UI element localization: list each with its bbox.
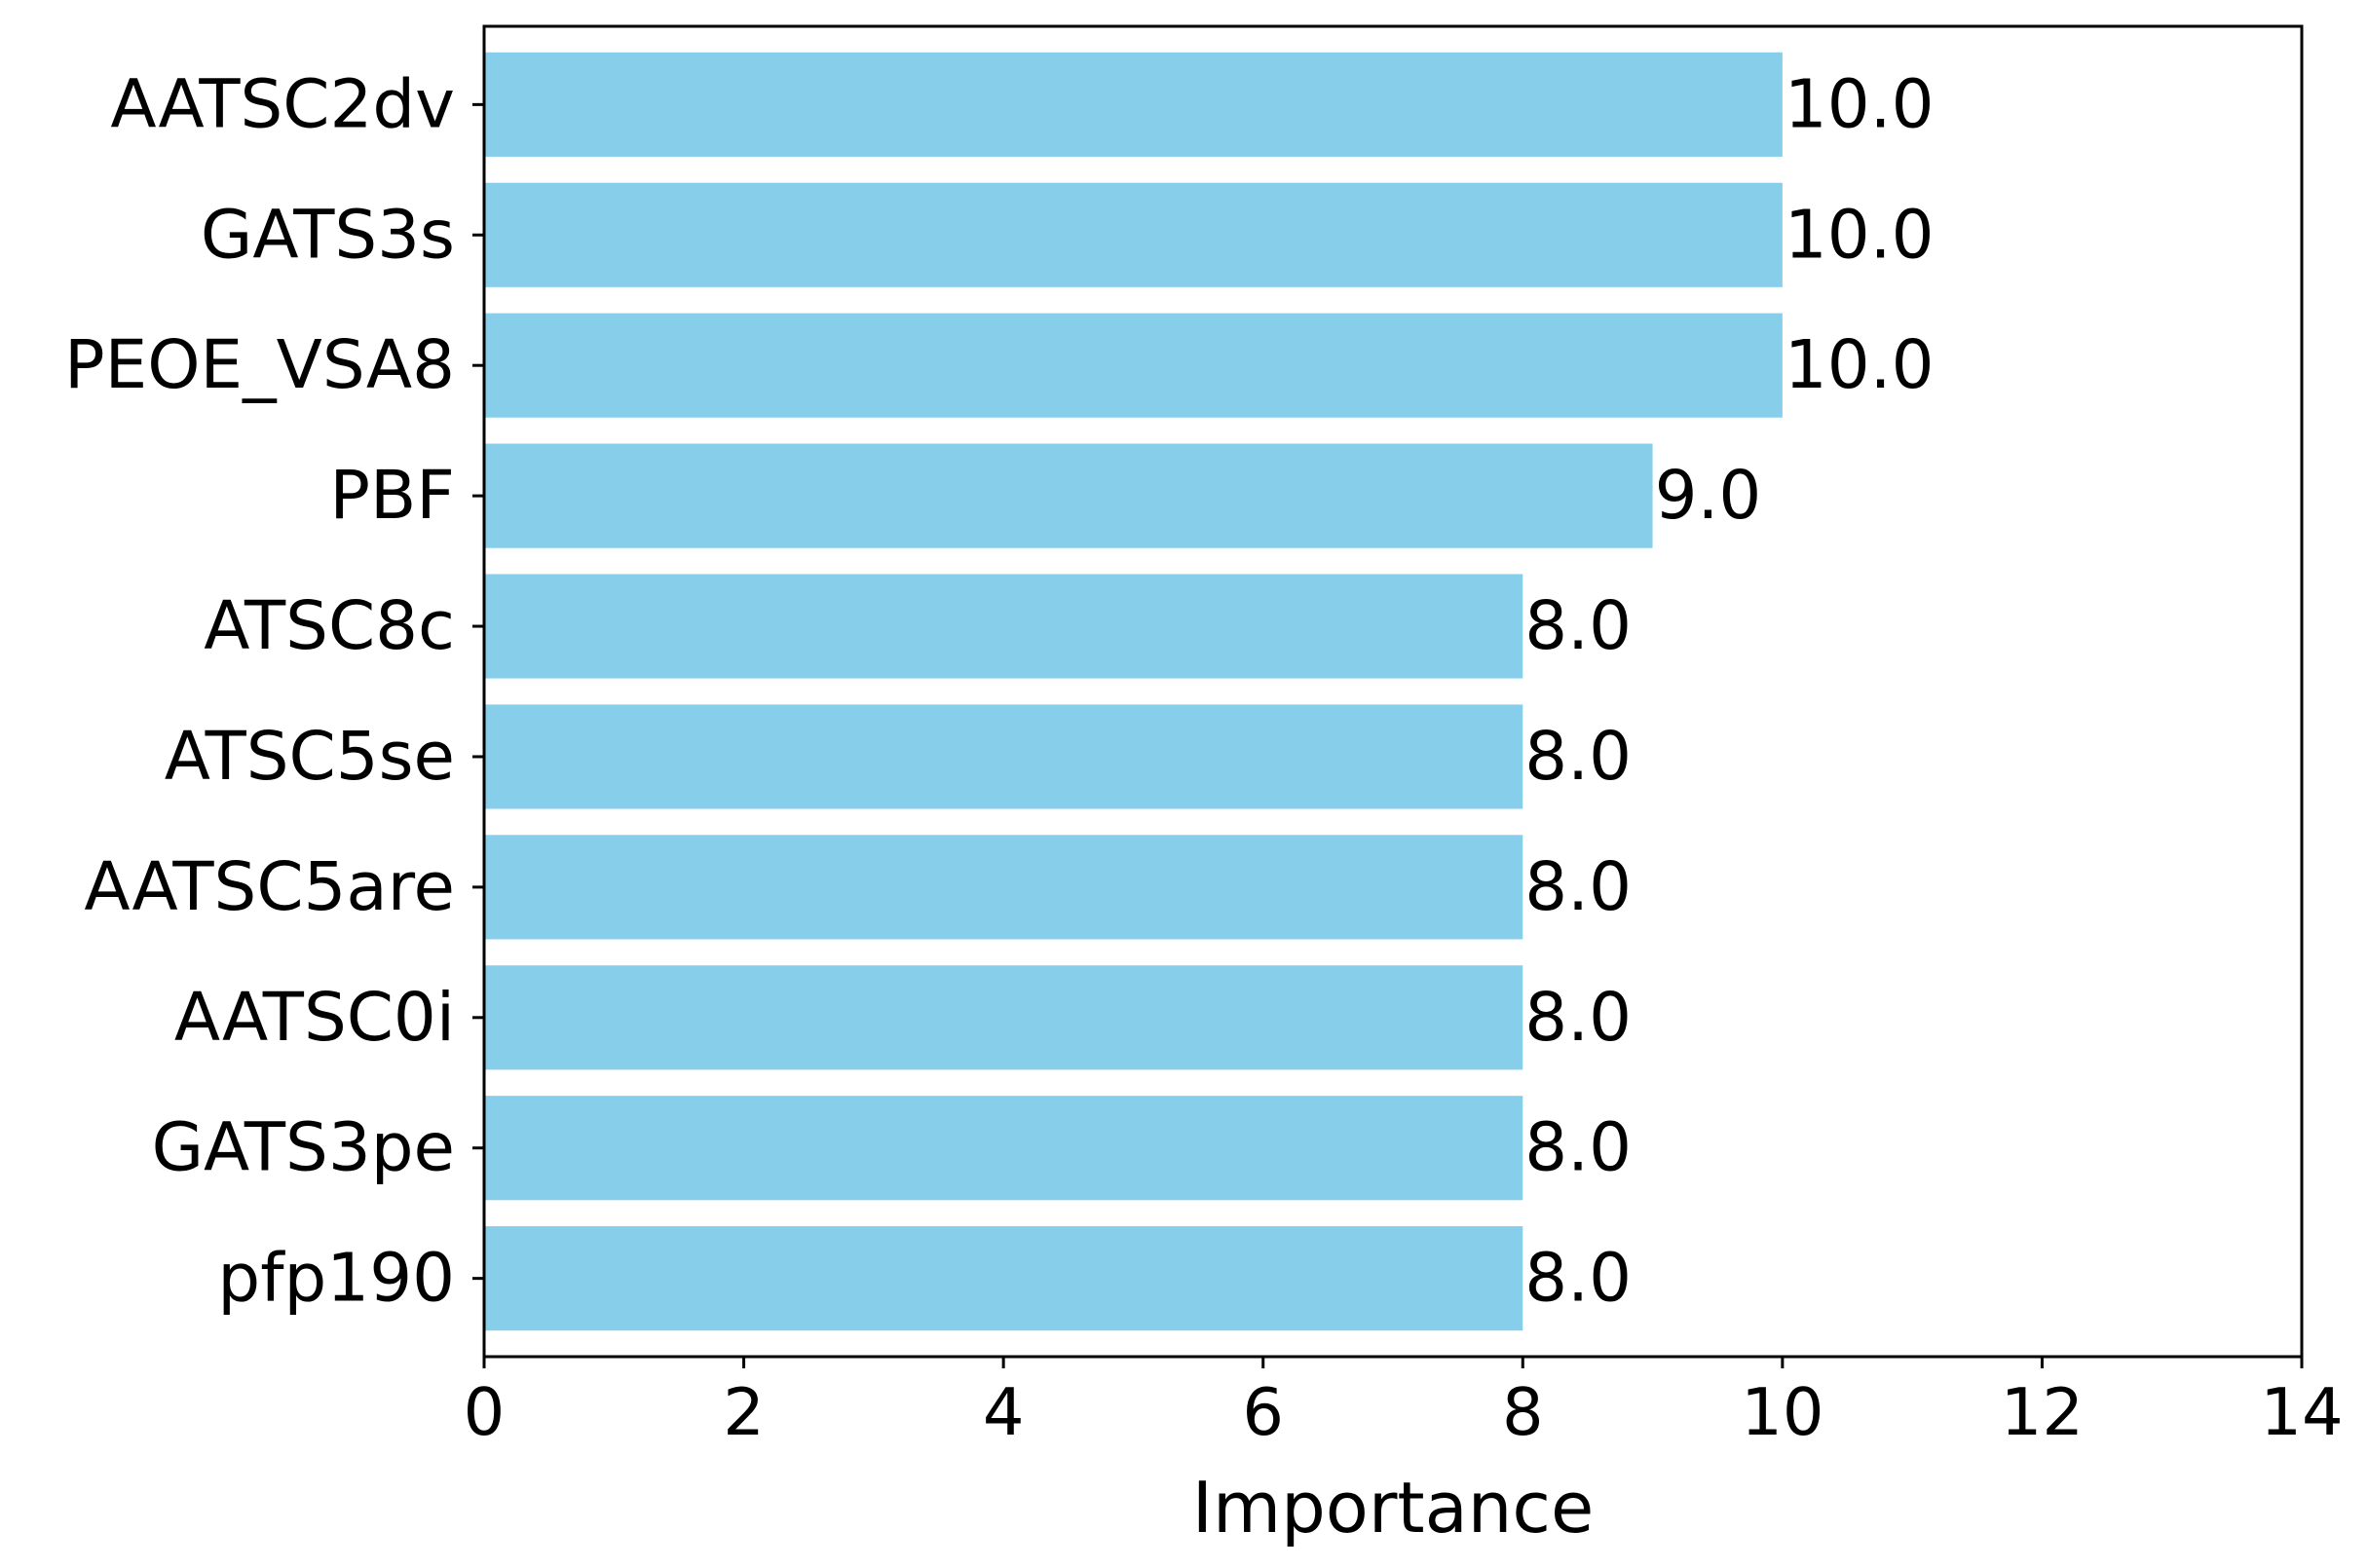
y-axis: AATSC2dv GATS3s PEOE_VSA8 PBF ATSC8c ATSC5se A… xyxy=(64,65,484,1318)
y-tick-label-4: ATSC8c xyxy=(204,587,455,665)
x-tick-label-0: 0 xyxy=(464,1374,506,1450)
value-label-1: 10.0 xyxy=(1785,196,1935,274)
x-tick-label-2: 4 xyxy=(983,1374,1025,1450)
x-axis-title: Importance xyxy=(1192,1467,1595,1549)
value-label-3: 9.0 xyxy=(1655,457,1762,535)
value-label-9: 8.0 xyxy=(1524,1240,1632,1318)
bar-4 xyxy=(484,574,1523,679)
value-label-5: 8.0 xyxy=(1524,718,1632,796)
y-tick-label-5: ATSC5se xyxy=(165,718,455,796)
bar-1 xyxy=(484,182,1783,287)
bar-0 xyxy=(484,52,1783,157)
y-tick-label-3: PBF xyxy=(329,457,455,535)
bars-group xyxy=(484,52,1783,1331)
y-tick-label-1: GATS3s xyxy=(201,196,455,274)
plot-frame xyxy=(482,24,2304,1359)
x-tick-label-7: 14 xyxy=(2260,1374,2343,1450)
y-tick-label-2: PEOE_VSA8 xyxy=(64,326,455,404)
value-label-6: 8.0 xyxy=(1524,848,1632,926)
x-tick-label-1: 2 xyxy=(723,1374,765,1450)
bar-3 xyxy=(484,443,1653,548)
bar-8 xyxy=(484,1096,1523,1201)
y-tick-label-8: GATS3pe xyxy=(152,1109,455,1187)
value-labels-group: 10.0 10.0 10.0 9.0 8.0 8.0 8.0 8.0 8.0 8.0 xyxy=(1524,65,1934,1317)
value-label-8: 8.0 xyxy=(1524,1109,1632,1187)
bar-2 xyxy=(484,313,1783,418)
bar-6 xyxy=(484,835,1523,940)
x-axis: 0 2 4 6 8 10 12 14 xyxy=(464,1357,2344,1450)
bar-5 xyxy=(484,704,1523,809)
y-tick-label-9: pfp190 xyxy=(217,1240,455,1318)
bar-7 xyxy=(484,965,1523,1070)
value-label-7: 8.0 xyxy=(1524,979,1632,1057)
x-tick-label-6: 12 xyxy=(2001,1374,2084,1450)
y-tick-label-7: AATSC0i xyxy=(174,979,455,1057)
value-label-2: 10.0 xyxy=(1785,326,1935,404)
x-tick-label-4: 8 xyxy=(1502,1374,1544,1450)
x-tick-label-5: 10 xyxy=(1741,1374,1823,1450)
y-tick-label-6: AATSC5are xyxy=(84,848,455,926)
value-label-4: 8.0 xyxy=(1524,587,1632,665)
bar-9 xyxy=(484,1226,1523,1331)
value-label-0: 10.0 xyxy=(1785,65,1935,143)
x-tick-label-3: 6 xyxy=(1242,1374,1284,1450)
y-tick-label-0: AATSC2dv xyxy=(110,65,455,143)
